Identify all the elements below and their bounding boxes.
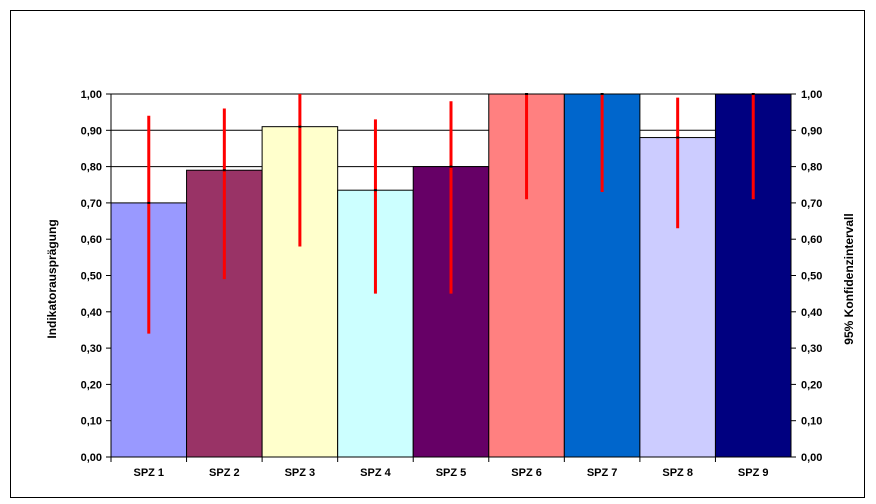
x-tick-label-1: SPZ 1 bbox=[133, 467, 164, 479]
x-tick-label-8: SPZ 8 bbox=[662, 467, 693, 479]
y-axis-right-title: 95% Konfidenzintervall bbox=[842, 213, 856, 344]
error-bars bbox=[147, 93, 755, 334]
y-axis-left-title: Indikatorausprägung bbox=[45, 219, 59, 338]
y-tick-label-right-5: 0,50 bbox=[801, 271, 822, 283]
x-axis-labels: SPZ 1 SPZ 2 SPZ 3 SPZ 4 SPZ 5 SPZ 6 SPZ 7 SPZ 8… bbox=[110, 457, 769, 479]
x-tick-label-7: SPZ 7 bbox=[587, 467, 618, 479]
bar-chart: 0,00 0,10 0,20 0,30 0,40 0,50 0,60 0,70 0,80 0,90… bbox=[45, 89, 856, 479]
y-tick-label-right-7: 0,70 bbox=[801, 198, 822, 210]
y-tick-label-left-9: 0,90 bbox=[81, 125, 102, 137]
y-tick-label-right-4: 0,40 bbox=[801, 307, 822, 319]
y-tick-label-left-3: 0,30 bbox=[81, 343, 102, 355]
y-tick-label-right-10: 1,00 bbox=[801, 89, 822, 101]
x-tick-label-2: SPZ 2 bbox=[209, 467, 240, 479]
y-tick-label-left-2: 0,20 bbox=[81, 379, 102, 391]
y-tick-label-left-4: 0,40 bbox=[81, 307, 102, 319]
y-tick-label-right-6: 0,60 bbox=[801, 234, 822, 246]
y-tick-label-right-0: 0,00 bbox=[801, 452, 822, 464]
x-tick-label-4: SPZ 4 bbox=[360, 467, 391, 479]
x-tick-label-6: SPZ 6 bbox=[511, 467, 542, 479]
y-tick-label-left-8: 0,80 bbox=[81, 162, 102, 174]
y-tick-label-right-2: 0,20 bbox=[801, 379, 822, 391]
y-axis-left-ticks: 0,00 0,10 0,20 0,30 0,40 0,50 0,60 0,70 0,80 0,90… bbox=[81, 89, 111, 464]
x-tick-label-5: SPZ 5 bbox=[436, 467, 467, 479]
y-tick-label-left-10: 1,00 bbox=[81, 89, 102, 101]
chart-frame: 0,00 0,10 0,20 0,30 0,40 0,50 0,60 0,70 0,80 0,90… bbox=[10, 10, 865, 498]
y-tick-label-left-7: 0,70 bbox=[81, 198, 102, 210]
y-tick-label-right-8: 0,80 bbox=[801, 162, 822, 174]
y-tick-label-right-9: 0,90 bbox=[801, 125, 822, 137]
y-axis-right-ticks: 0,00 0,10 0,20 0,30 0,40 0,50 0,60 0,70 0,80 0,90… bbox=[791, 89, 822, 464]
y-tick-label-left-6: 0,60 bbox=[81, 234, 102, 246]
y-tick-label-right-3: 0,30 bbox=[801, 343, 822, 355]
y-tick-label-left-5: 0,50 bbox=[81, 271, 102, 283]
y-tick-label-left-1: 0,10 bbox=[81, 416, 102, 428]
y-tick-label-left-0: 0,00 bbox=[81, 452, 102, 464]
x-tick-label-9: SPZ 9 bbox=[738, 467, 769, 479]
x-tick-label-3: SPZ 3 bbox=[285, 467, 316, 479]
y-tick-label-right-1: 0,10 bbox=[801, 416, 822, 428]
